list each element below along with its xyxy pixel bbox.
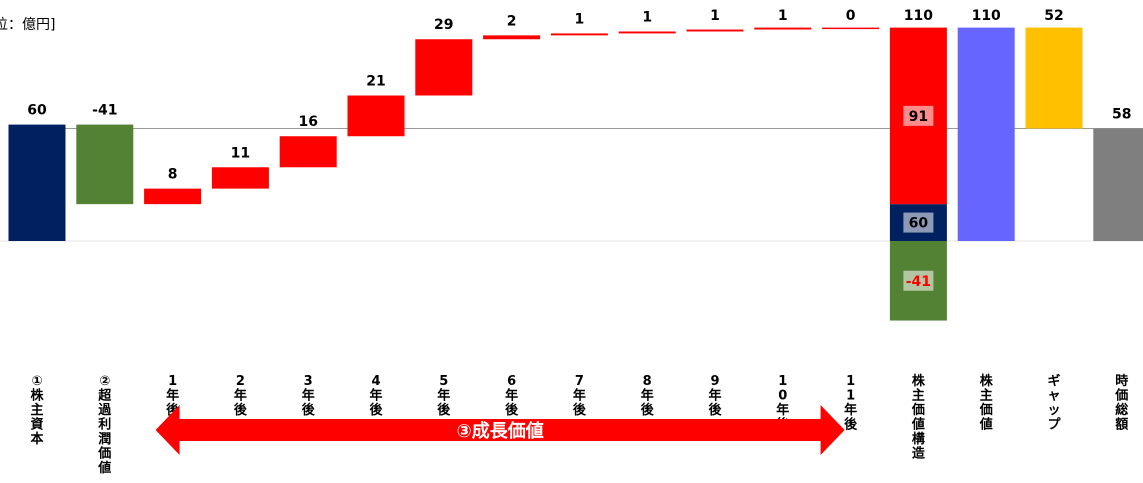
bar-value-label: 1 bbox=[778, 8, 788, 24]
category-label: 2 年後 bbox=[234, 374, 248, 418]
bar-growth bbox=[279, 136, 337, 168]
bar-stock_value bbox=[957, 27, 1015, 241]
category-label: 4 年後 bbox=[369, 374, 383, 418]
category-label: 時価総額 bbox=[1114, 373, 1128, 433]
bar-value-label: 8 bbox=[168, 167, 178, 183]
category-label: 株主価値 bbox=[979, 373, 994, 433]
bar-value-label: 29 bbox=[434, 17, 453, 33]
bar-value-label: 16 bbox=[298, 114, 317, 130]
bar-growth bbox=[618, 31, 676, 34]
category-label: 8 年後 bbox=[641, 374, 655, 418]
stack-segment-label: -41 bbox=[906, 274, 931, 290]
stack-label-box bbox=[903, 212, 934, 233]
stack-label-box bbox=[903, 270, 934, 291]
bar-value-label: 1 bbox=[575, 11, 585, 27]
category-label: 7 年後 bbox=[573, 374, 587, 418]
category-label: 5 年後 bbox=[437, 374, 451, 418]
bar-value-label: 1 bbox=[710, 8, 720, 24]
category-label: ② 超過利潤価値 bbox=[97, 374, 112, 476]
bar-growth bbox=[483, 35, 541, 40]
bar-excess bbox=[76, 124, 134, 205]
bar-growth bbox=[686, 29, 744, 32]
stack-segment-label: 60 bbox=[909, 216, 929, 232]
category-label: ギャップ bbox=[1047, 373, 1061, 433]
bar-value-label: 52 bbox=[1044, 8, 1063, 24]
category-label: 1 1 年後 bbox=[844, 374, 858, 433]
bar-growth bbox=[754, 27, 812, 30]
bar-market_cap bbox=[1093, 128, 1143, 241]
bar-growth bbox=[822, 27, 880, 30]
category-label: ① 株主資本 bbox=[30, 374, 44, 447]
growth-value-arrow bbox=[155, 405, 845, 455]
unit-label: 位：億円] bbox=[0, 17, 56, 33]
bar-value-label: 2 bbox=[507, 13, 517, 29]
bar-growth bbox=[211, 167, 269, 189]
category-label: 3 年後 bbox=[302, 374, 316, 418]
bar-value-label: 21 bbox=[366, 74, 385, 90]
bar-value-label: 110 bbox=[904, 8, 933, 24]
bar-growth bbox=[415, 39, 473, 96]
bar-growth bbox=[550, 33, 608, 36]
bar-growth bbox=[144, 188, 202, 205]
bar-value-label: 11 bbox=[231, 145, 250, 161]
bar-value-label: -41 bbox=[92, 103, 117, 119]
bar-equity bbox=[8, 124, 66, 241]
bar-value-label: 110 bbox=[972, 8, 1001, 24]
bar-value-label: 0 bbox=[846, 8, 856, 24]
bar-value-label: 1 bbox=[642, 9, 652, 25]
category-label: 株主価値構造 bbox=[911, 373, 926, 462]
bar-value-label: 60 bbox=[27, 103, 47, 119]
bar-value-label: 58 bbox=[1112, 106, 1131, 122]
category-label: 9 年後 bbox=[708, 374, 722, 418]
category-label: 1 年後 bbox=[166, 374, 180, 418]
bar-growth bbox=[347, 95, 405, 137]
growth-value-label: ③成長価値 bbox=[456, 420, 543, 442]
stack-label-box bbox=[903, 105, 934, 126]
bar-gap bbox=[1025, 27, 1083, 129]
category-label: 6 年後 bbox=[505, 374, 519, 418]
stack-segment-label: 91 bbox=[909, 109, 928, 125]
